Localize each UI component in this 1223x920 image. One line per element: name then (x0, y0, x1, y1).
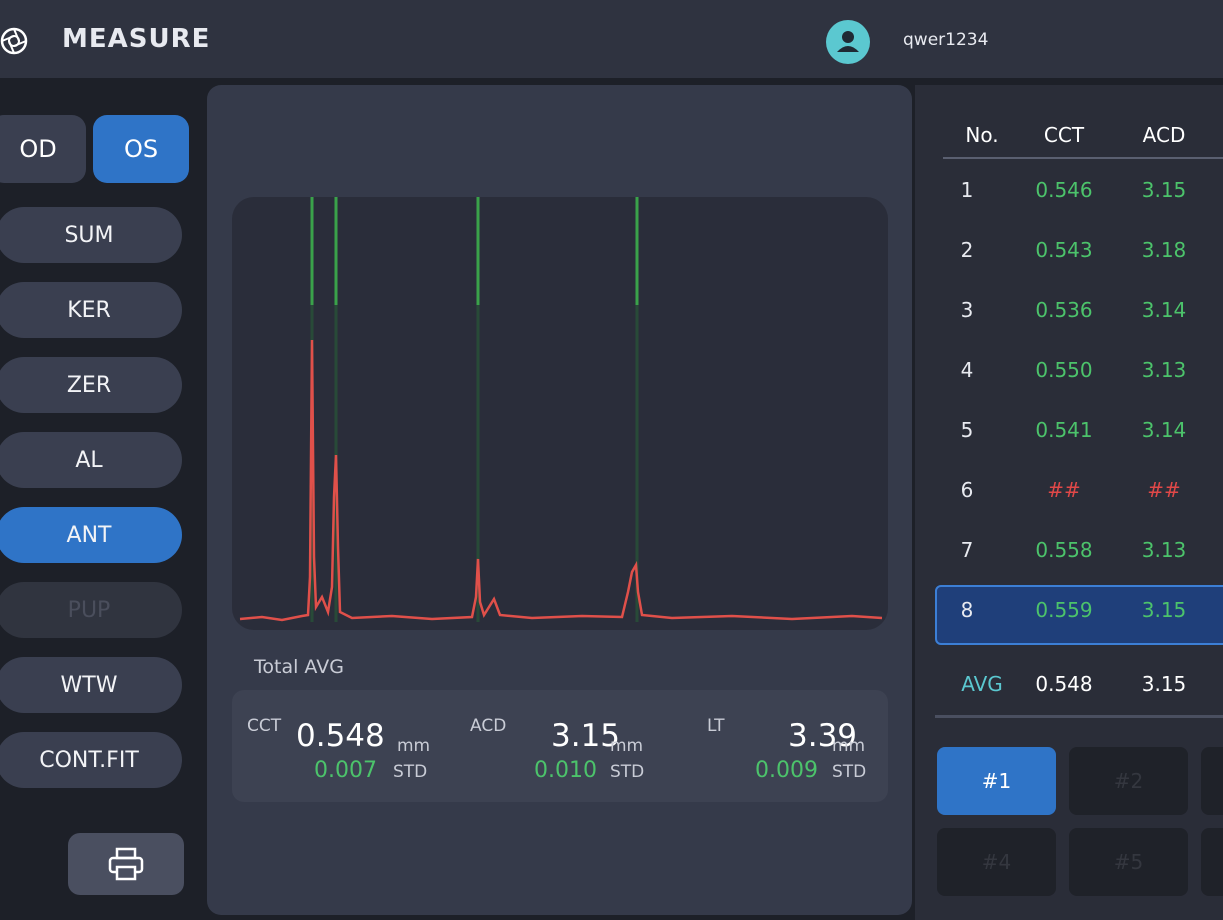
row-number: 2 (960, 238, 974, 262)
column-header: No. (965, 123, 999, 147)
measure-std: 0.010 (534, 758, 597, 783)
measure-std: 0.009 (755, 758, 818, 783)
summary-box: CCT 0.548 mm 0.007 STD ACD 3.15 mm 0.010 STD LT 3.3… (232, 690, 888, 802)
cell-value: 0.546 (1035, 178, 1093, 202)
app-icon (0, 27, 28, 55)
std-label: STD (610, 762, 645, 782)
scan-button[interactable]: #4 (937, 828, 1056, 896)
menu-button[interactable]: WTW (0, 657, 182, 713)
eye-button[interactable]: OD (0, 115, 86, 183)
menu-button[interactable]: ANT (0, 507, 182, 563)
column-header: ACD (1142, 123, 1186, 147)
measure-value: 3.15 (551, 718, 621, 754)
divider (943, 157, 1223, 159)
row-number: 8 (960, 598, 974, 622)
avatar[interactable] (826, 20, 870, 64)
selected-row (935, 585, 1223, 645)
measure-std: 0.007 (314, 758, 377, 783)
scan-button[interactable] (1201, 828, 1223, 896)
cell-value: 3.13 (1141, 358, 1187, 382)
menu-button: PUP (0, 582, 182, 638)
divider (935, 715, 1223, 718)
measure-name: CCT (247, 716, 282, 736)
cell-value: 0.541 (1035, 418, 1093, 442)
measure-name: LT (707, 716, 725, 736)
cell-value: 3.15 (1141, 598, 1187, 622)
user-name: qwer1234 (903, 30, 989, 50)
scan-button[interactable]: #1 (937, 747, 1056, 815)
eye-button[interactable]: OS (93, 115, 189, 183)
avg-label: AVG (961, 672, 1003, 696)
summary-label: Total AVG (254, 656, 344, 678)
menu-button[interactable]: SUM (0, 207, 182, 263)
measure-value: 3.39 (788, 718, 858, 754)
std-label: STD (832, 762, 867, 782)
cell-value: 3.13 (1141, 538, 1187, 562)
cell-value: 3.14 (1141, 298, 1187, 322)
app-title: MEASURE (62, 24, 211, 54)
measure-unit: mm (397, 736, 431, 756)
waveform-chart (232, 197, 888, 630)
right-panel: No. CCT ACD 1 0.546 3.15 2 0.543 3.18 3 0.536 3.14 4… (915, 85, 1223, 920)
scan-button[interactable]: #5 (1069, 828, 1188, 896)
cell-value: 0.536 (1035, 298, 1093, 322)
measure-value: 0.548 (296, 718, 385, 754)
row-number: 3 (960, 298, 974, 322)
cell-value: 0.543 (1035, 238, 1093, 262)
row-number: 1 (960, 178, 974, 202)
row-number: 7 (960, 538, 974, 562)
print-icon (108, 847, 144, 881)
avg-value: 3.15 (1141, 672, 1187, 696)
row-number: 4 (960, 358, 974, 382)
scan-button[interactable]: #2 (1069, 747, 1188, 815)
top-bar: MEASURE qwer1234 (0, 0, 1223, 78)
print-button[interactable] (68, 833, 184, 895)
cell-value: 3.15 (1141, 178, 1187, 202)
menu-button[interactable]: ZER (0, 357, 182, 413)
row-number: 5 (960, 418, 974, 442)
scan-button[interactable] (1201, 747, 1223, 815)
cell-value: 3.18 (1141, 238, 1187, 262)
row-number: 6 (960, 478, 974, 502)
cell-value: 0.558 (1035, 538, 1093, 562)
column-header: CCT (1043, 123, 1085, 147)
menu-button[interactable]: CONT.FIT (0, 732, 182, 788)
cell-value: 0.559 (1035, 598, 1093, 622)
avg-value: 0.548 (1035, 672, 1093, 696)
cell-value: 3.14 (1141, 418, 1187, 442)
measure-unit: mm (832, 736, 866, 756)
std-label: STD (393, 762, 428, 782)
measure-unit: mm (610, 736, 644, 756)
cell-value: ## (1047, 478, 1081, 502)
menu-button[interactable]: KER (0, 282, 182, 338)
measure-name: ACD (470, 716, 507, 736)
cell-value: ## (1147, 478, 1181, 502)
cell-value: 0.550 (1035, 358, 1093, 382)
menu-button[interactable]: AL (0, 432, 182, 488)
